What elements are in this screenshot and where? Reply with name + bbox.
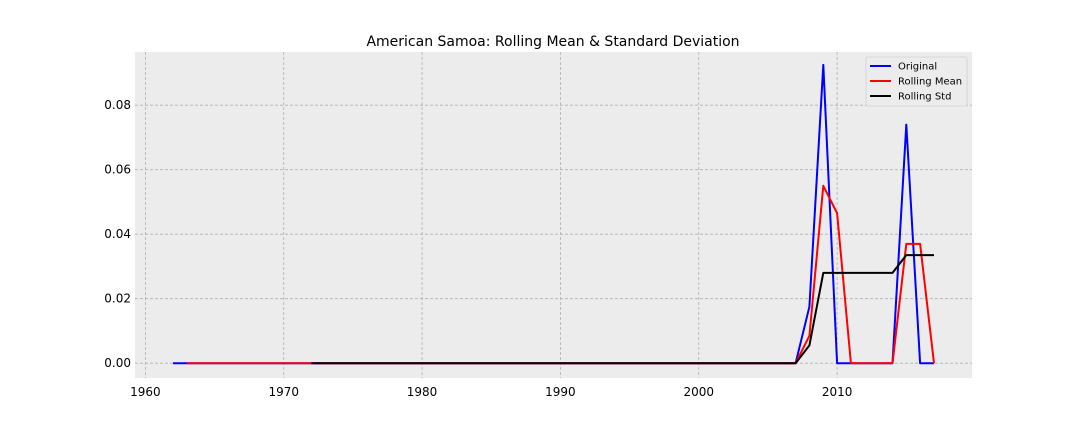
legend-label-original: Original <box>898 62 937 73</box>
plot-background <box>135 52 972 378</box>
chart-title: American Samoa: Rolling Mean & Standard … <box>366 34 739 50</box>
x-tick-label: 1980 <box>407 385 438 399</box>
x-tick-label: 1960 <box>130 385 161 399</box>
y-tick-label: 0.08 <box>104 98 131 112</box>
x-tick-label: 1990 <box>545 385 576 399</box>
grid <box>135 52 972 378</box>
series-line-rolling-mean <box>186 184 935 365</box>
y-tick-label: 0.02 <box>104 292 131 306</box>
y-tick-label: 0.04 <box>104 227 131 241</box>
series-line-rolling-std <box>311 254 934 365</box>
legend: Original Rolling Mean Rolling Std <box>865 56 968 107</box>
x-tick-label: 1970 <box>268 385 299 399</box>
x-tick-label: 2000 <box>683 385 714 399</box>
series-layer <box>173 63 935 365</box>
legend-label-rolling-mean: Rolling Mean <box>898 77 962 88</box>
y-tick-label: 0.00 <box>104 356 131 370</box>
legend-label-rolling-std: Rolling Std <box>898 92 951 103</box>
tick-labels: 1960 1970 1980 1990 2000 2010 0.00 0.02 0.04 0.06… <box>104 98 852 399</box>
legend-box <box>865 56 968 107</box>
y-tick-label: 0.06 <box>104 163 131 177</box>
x-tick-label: 2010 <box>822 385 853 399</box>
